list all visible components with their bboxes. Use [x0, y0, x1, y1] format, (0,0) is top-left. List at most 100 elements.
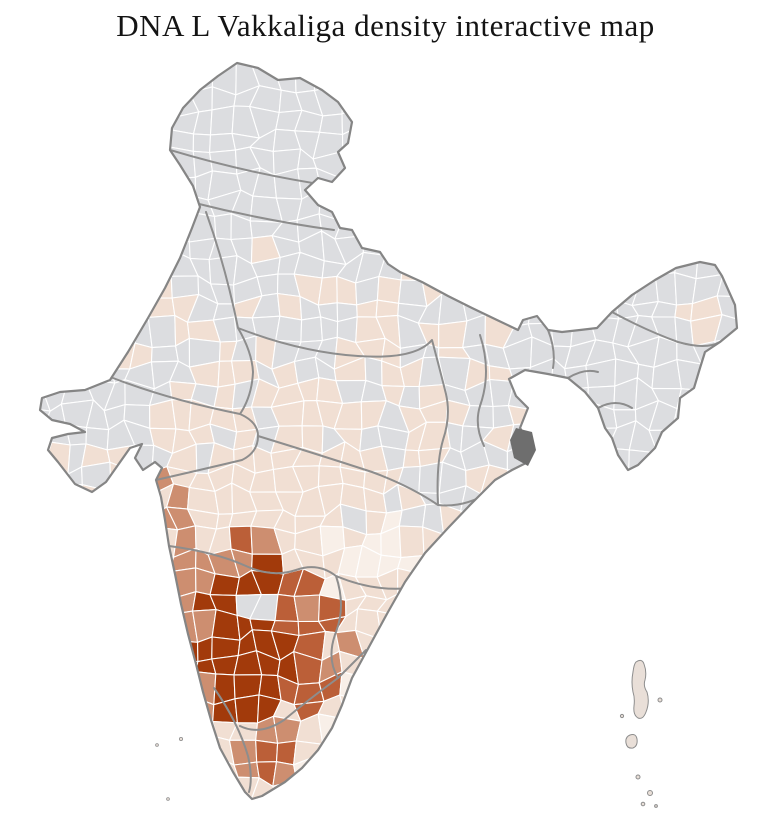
district-cell[interactable] — [107, 757, 128, 781]
district-cell[interactable] — [165, 193, 196, 216]
district-cell[interactable] — [502, 637, 535, 663]
district-cell[interactable] — [380, 637, 403, 661]
district-cell[interactable] — [172, 49, 196, 76]
district-cell[interactable] — [506, 692, 534, 722]
district-cell[interactable] — [671, 420, 696, 454]
district-cell[interactable] — [464, 740, 494, 766]
district-cell[interactable] — [506, 234, 536, 261]
district-cell[interactable] — [673, 150, 699, 175]
district-cell[interactable] — [716, 734, 739, 765]
district-cell[interactable] — [403, 735, 430, 764]
district-cell[interactable] — [671, 632, 702, 662]
district-cell[interactable] — [714, 337, 736, 363]
district-cell[interactable] — [40, 49, 70, 76]
district-cell[interactable] — [126, 199, 154, 219]
district-cell[interactable] — [526, 464, 555, 495]
district-cell[interactable] — [690, 698, 720, 724]
district-cell[interactable] — [672, 567, 703, 600]
district-cell[interactable] — [714, 566, 744, 590]
district-cell[interactable] — [419, 85, 448, 117]
district-cell[interactable] — [40, 484, 67, 516]
district-cell[interactable] — [103, 85, 136, 114]
district-cell[interactable] — [421, 777, 446, 805]
district-cell[interactable] — [734, 673, 763, 701]
district-cell[interactable] — [586, 446, 617, 468]
district-cell[interactable] — [739, 282, 763, 298]
district-cell[interactable] — [423, 211, 452, 243]
district-cell[interactable] — [718, 798, 742, 814]
district-cell[interactable] — [102, 323, 138, 346]
district-cell[interactable] — [481, 782, 512, 805]
district-cell[interactable] — [501, 278, 535, 301]
district-cell[interactable] — [549, 297, 574, 324]
district-cell[interactable] — [150, 802, 174, 814]
district-cell[interactable] — [24, 573, 49, 596]
district-cell[interactable] — [229, 798, 258, 814]
district-cell[interactable] — [152, 654, 178, 679]
district-cell[interactable] — [40, 506, 74, 535]
district-cell[interactable] — [544, 530, 571, 558]
district-cell[interactable] — [738, 697, 766, 723]
district-cell[interactable] — [743, 618, 763, 634]
district-cell[interactable] — [612, 68, 637, 95]
andaman-islet[interactable] — [657, 697, 663, 703]
district-cell[interactable] — [400, 152, 428, 173]
district-cell[interactable] — [125, 487, 157, 515]
district-cell[interactable] — [553, 168, 571, 196]
district-cell[interactable] — [483, 126, 515, 153]
district-cell[interactable] — [61, 631, 92, 654]
district-cell[interactable] — [438, 252, 471, 286]
district-cell[interactable] — [658, 467, 680, 487]
district-cell[interactable] — [676, 776, 703, 809]
district-cell[interactable] — [739, 486, 764, 512]
district-cell[interactable] — [275, 315, 303, 343]
district-cell[interactable] — [356, 217, 384, 237]
district-cell[interactable] — [713, 440, 741, 475]
district-cell[interactable] — [629, 484, 661, 514]
district-cell[interactable] — [613, 167, 631, 199]
district-cell[interactable] — [357, 713, 380, 743]
district-cell[interactable] — [275, 806, 301, 814]
district-cell[interactable] — [108, 740, 134, 762]
district-cell[interactable] — [420, 570, 450, 595]
district-cell[interactable] — [63, 213, 90, 242]
district-cell[interactable] — [740, 177, 764, 196]
district-cell[interactable] — [693, 461, 725, 496]
district-cell[interactable] — [738, 153, 764, 180]
district-cell[interactable] — [401, 655, 427, 677]
district-cell[interactable] — [102, 212, 137, 235]
district-cell[interactable] — [586, 734, 613, 762]
district-cell[interactable] — [126, 778, 153, 807]
district-cell[interactable] — [734, 192, 762, 213]
district-cell[interactable] — [461, 71, 493, 90]
district-cell[interactable] — [64, 274, 88, 299]
district-cell[interactable] — [735, 526, 756, 559]
district-cell[interactable] — [734, 210, 764, 235]
district-cell[interactable] — [627, 152, 660, 180]
lakshadweep-islet[interactable] — [178, 737, 183, 742]
district-cell[interactable] — [564, 131, 597, 156]
district-cell[interactable] — [488, 72, 506, 90]
district-cell[interactable] — [502, 566, 533, 595]
district-cell[interactable] — [481, 758, 512, 789]
district-cell[interactable] — [607, 105, 640, 135]
district-cell[interactable] — [446, 717, 468, 743]
district-cell[interactable] — [715, 382, 743, 406]
district-cell[interactable] — [340, 66, 365, 92]
district-cell[interactable] — [339, 694, 360, 720]
district-cell[interactable] — [585, 281, 617, 301]
district-cell[interactable] — [502, 653, 534, 682]
district-cell[interactable] — [147, 632, 177, 662]
district-cell[interactable] — [546, 130, 574, 154]
district-cell[interactable] — [46, 297, 72, 328]
district-cell[interactable] — [587, 193, 617, 220]
district-cell[interactable] — [192, 133, 212, 154]
district-cell[interactable] — [440, 653, 468, 684]
district-cell[interactable] — [83, 739, 115, 769]
district-cell[interactable] — [506, 469, 529, 496]
district-cell[interactable] — [65, 506, 95, 535]
district-cell[interactable] — [186, 44, 214, 75]
district-cell[interactable] — [671, 613, 702, 640]
district-cell[interactable] — [419, 191, 451, 223]
district-cell[interactable] — [22, 741, 50, 763]
